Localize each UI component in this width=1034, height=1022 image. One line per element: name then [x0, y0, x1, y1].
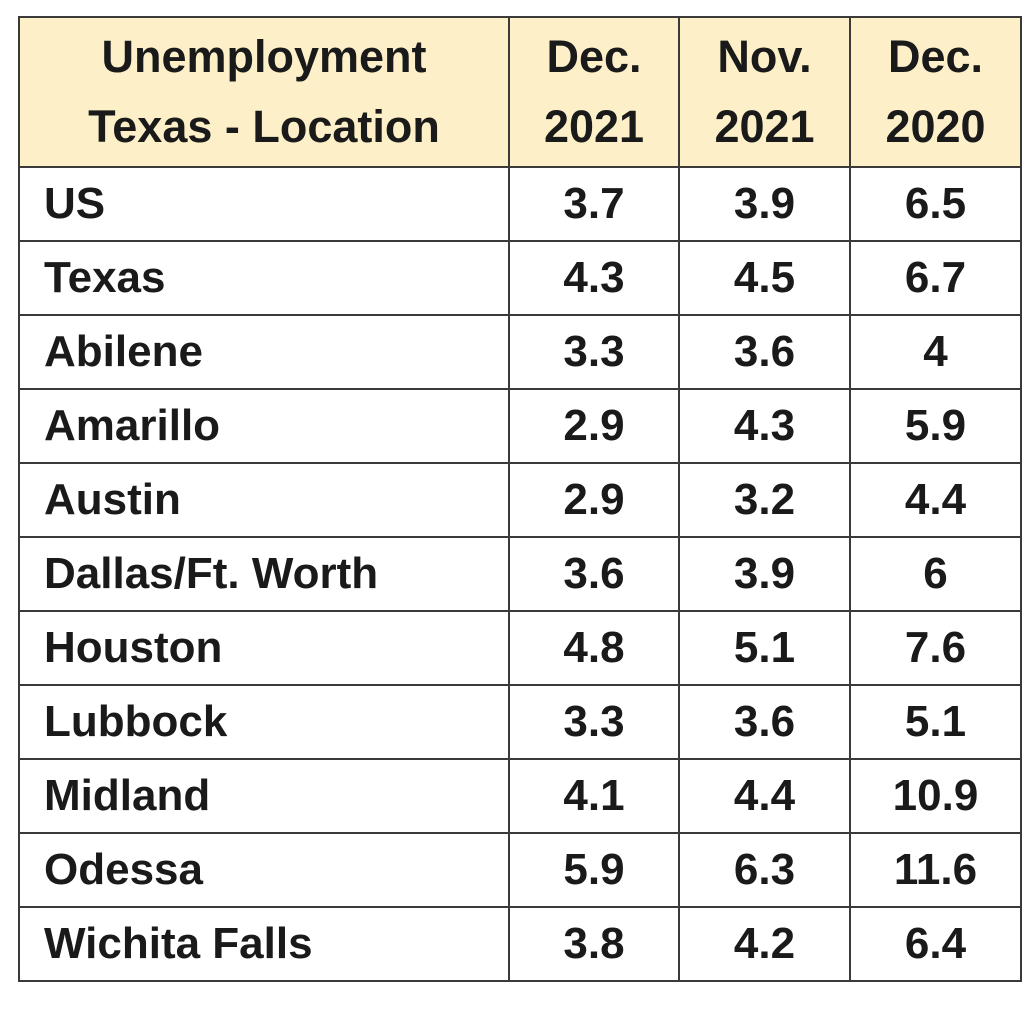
table-row: Austin 2.9 3.2 4.4: [18, 462, 1022, 538]
rate-cell: 2.9: [508, 388, 680, 464]
header-row: Unemployment Texas - Location Dec. 2021 Nov.…: [18, 16, 1022, 168]
table-row: Amarillo 2.9 4.3 5.9: [18, 388, 1022, 464]
unemployment-table: Unemployment Texas - Location Dec. 2021 Nov.…: [18, 16, 1022, 982]
header-line: Unemployment: [101, 31, 427, 82]
header-line: 2021: [714, 101, 815, 152]
rate-cell: 3.6: [678, 314, 851, 390]
location-cell: Lubbock: [18, 684, 510, 760]
rate-cell: 4.8: [508, 610, 680, 686]
rate-cell: 6.3: [678, 832, 851, 908]
rate-cell: 5.1: [678, 610, 851, 686]
rate-cell: 7.6: [849, 610, 1022, 686]
rate-cell: 3.3: [508, 314, 680, 390]
location-cell: Texas: [18, 240, 510, 316]
header-cell: Nov. 2021: [678, 16, 851, 168]
rate-cell: 3.6: [678, 684, 851, 760]
header-line: Dec.: [546, 31, 642, 82]
rate-cell: 3.2: [678, 462, 851, 538]
header-line: Nov.: [717, 31, 812, 82]
table-row: Dallas/Ft. Worth 3.6 3.9 6: [18, 536, 1022, 612]
location-cell: Wichita Falls: [18, 906, 510, 982]
rate-cell: 3.3: [508, 684, 680, 760]
rate-cell: 4.2: [678, 906, 851, 982]
rate-cell: 4.5: [678, 240, 851, 316]
table-row: Houston 4.8 5.1 7.6: [18, 610, 1022, 686]
rate-cell: 4.3: [508, 240, 680, 316]
header-cell: Unemployment Texas - Location: [18, 16, 510, 168]
location-cell: Dallas/Ft. Worth: [18, 536, 510, 612]
rate-cell: 5.9: [508, 832, 680, 908]
rate-cell: 4.4: [849, 462, 1022, 538]
table-row: Odessa 5.9 6.3 11.6: [18, 832, 1022, 908]
table-row: Texas 4.3 4.5 6.7: [18, 240, 1022, 316]
location-cell: Austin: [18, 462, 510, 538]
rate-cell: 6.4: [849, 906, 1022, 982]
location-cell: US: [18, 166, 510, 242]
table-row: Wichita Falls 3.8 4.2 6.4: [18, 906, 1022, 982]
rate-cell: 3.8: [508, 906, 680, 982]
rate-cell: 3.9: [678, 166, 851, 242]
rate-cell: 4.3: [678, 388, 851, 464]
header-cell: Dec. 2020: [849, 16, 1022, 168]
table-row: US 3.7 3.9 6.5: [18, 166, 1022, 242]
rate-cell: 3.9: [678, 536, 851, 612]
rate-cell: 3.6: [508, 536, 680, 612]
rate-cell: 2.9: [508, 462, 680, 538]
table-row: Lubbock 3.3 3.6 5.1: [18, 684, 1022, 760]
rate-cell: 5.9: [849, 388, 1022, 464]
rate-cell: 6: [849, 536, 1022, 612]
rate-cell: 6.5: [849, 166, 1022, 242]
header-line: Dec.: [887, 31, 984, 82]
location-cell: Odessa: [18, 832, 510, 908]
rate-cell: 6.7: [849, 240, 1022, 316]
location-cell: Midland: [18, 758, 510, 834]
rate-cell: 3.7: [508, 166, 680, 242]
header-cell: Dec. 2021: [508, 16, 680, 168]
rate-cell: 4.1: [508, 758, 680, 834]
location-cell: Amarillo: [18, 388, 510, 464]
rate-cell: 4: [849, 314, 1022, 390]
table-row: Midland 4.1 4.4 10.9: [18, 758, 1022, 834]
location-cell: Houston: [18, 610, 510, 686]
table-row: Abilene 3.3 3.6 4: [18, 314, 1022, 390]
header-line: Texas - Location: [88, 101, 440, 152]
location-cell: Abilene: [18, 314, 510, 390]
rate-cell: 5.1: [849, 684, 1022, 760]
rate-cell: 4.4: [678, 758, 851, 834]
rate-cell: 11.6: [849, 832, 1022, 908]
header-line: 2020: [885, 101, 986, 152]
rate-cell: 10.9: [849, 758, 1022, 834]
header-line: 2021: [543, 101, 645, 152]
